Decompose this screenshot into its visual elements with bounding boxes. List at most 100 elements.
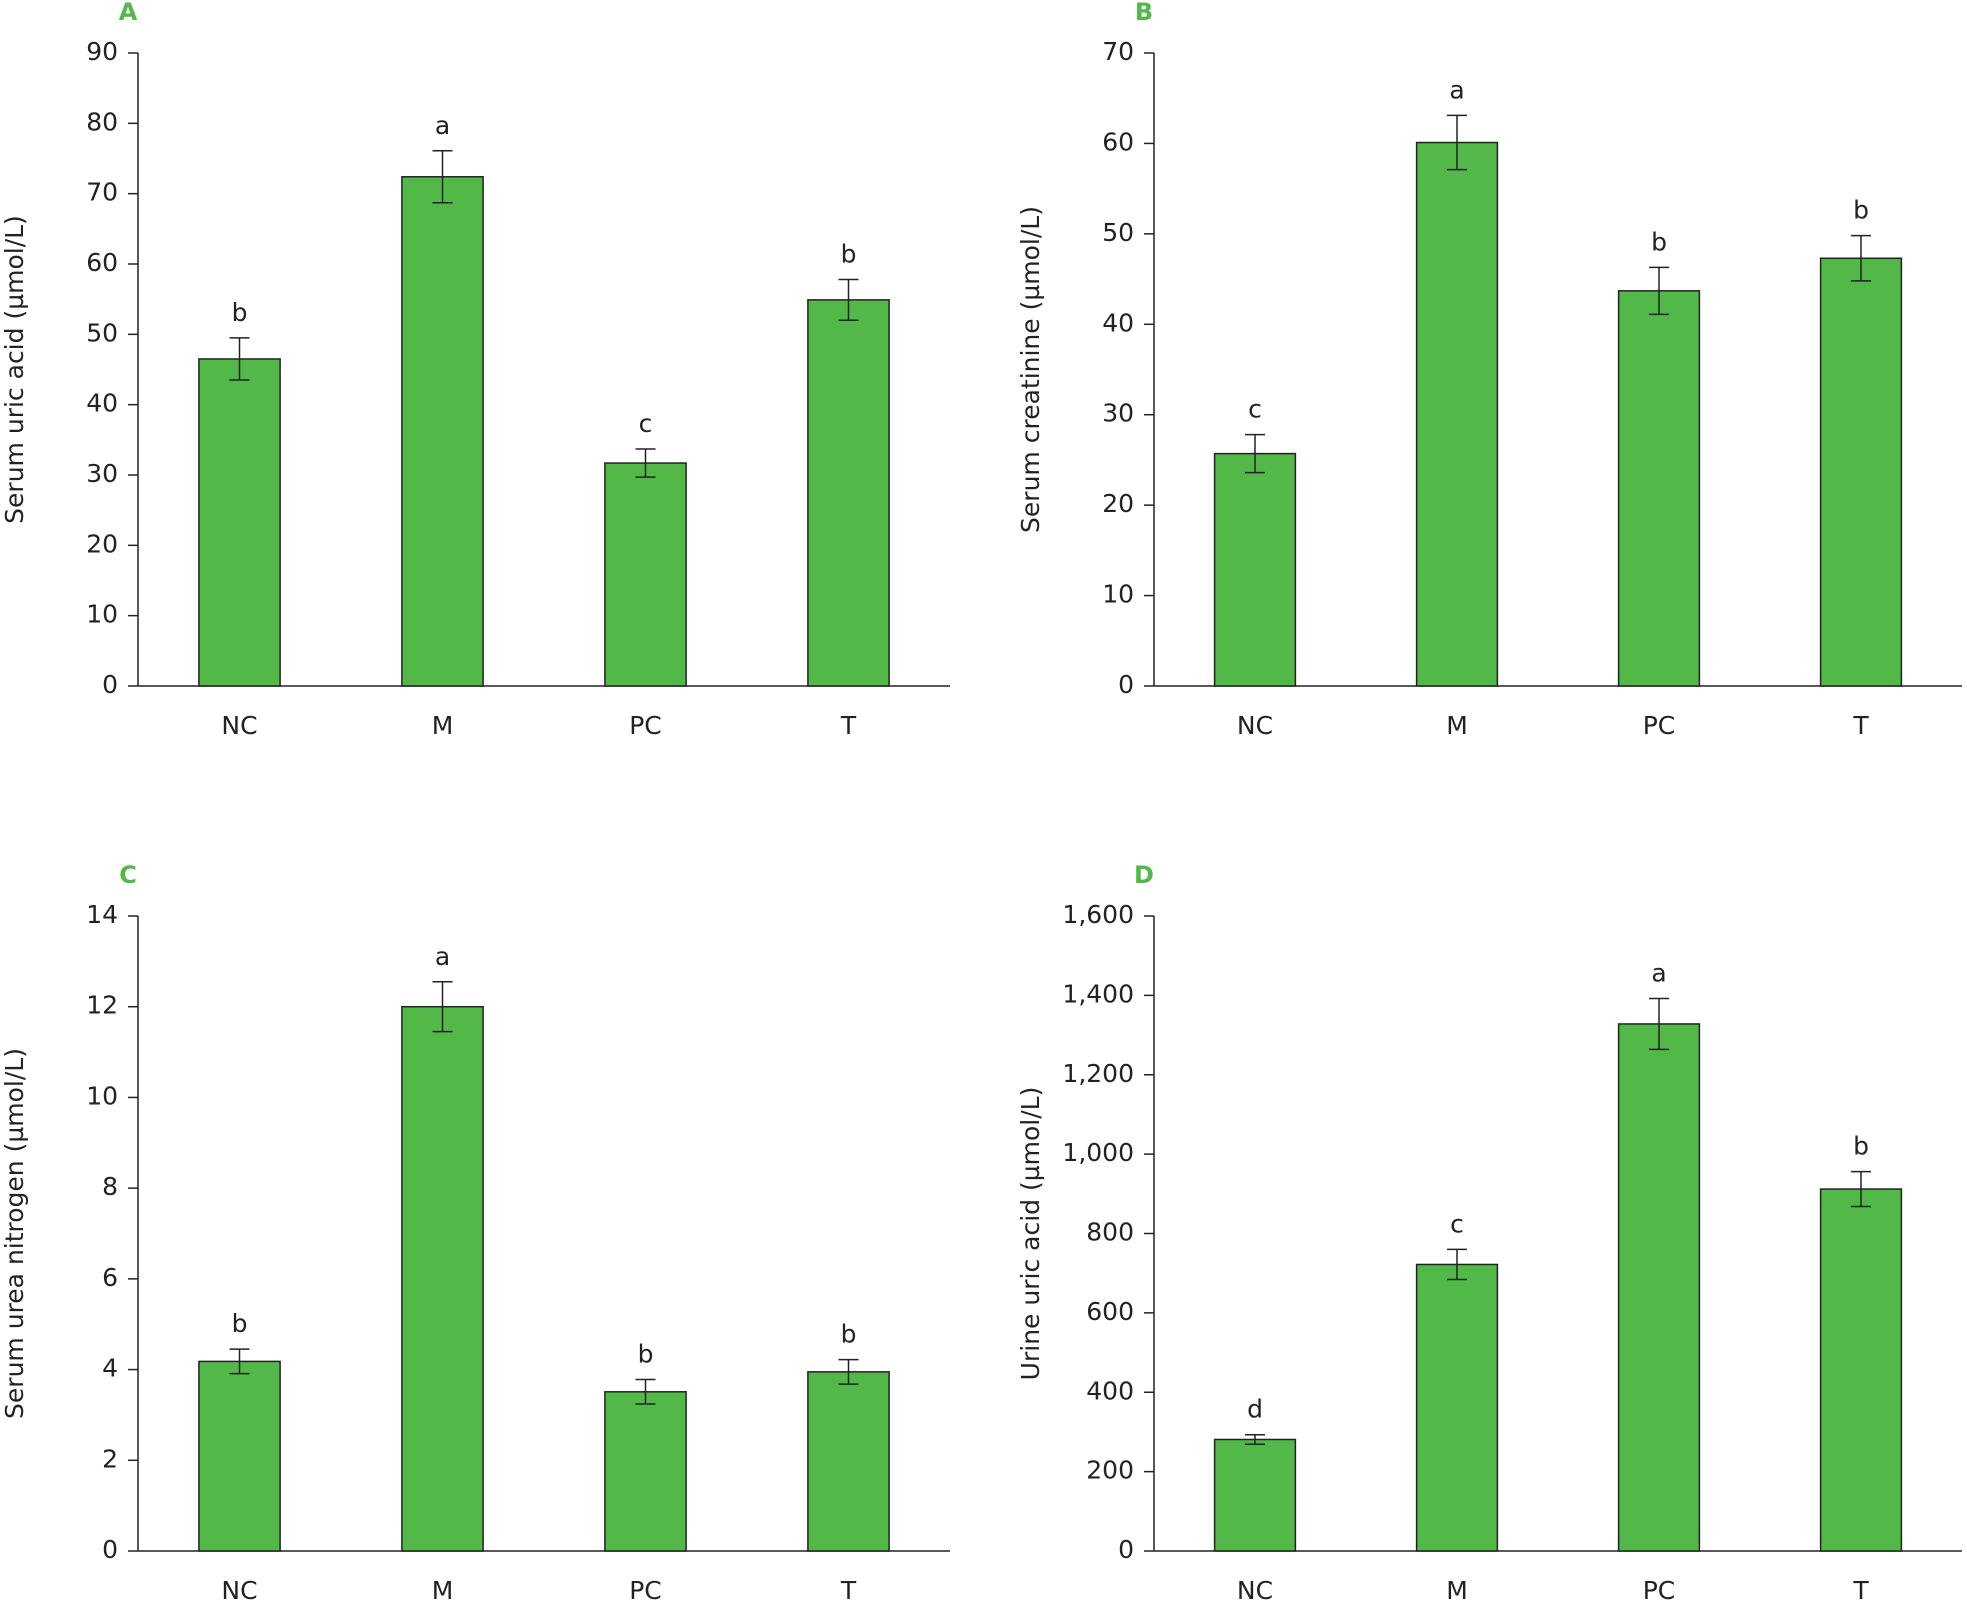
y-axis-title: Serum creatinine (µmol/L): [1016, 206, 1045, 533]
error-bar: [1447, 114, 1467, 171]
significance-letter: a: [1651, 959, 1666, 988]
y-tick-label: 0: [1118, 670, 1134, 699]
error-bar: [838, 1358, 859, 1385]
y-tick-label: 0: [102, 1535, 118, 1564]
error-bar: [432, 150, 453, 204]
bar: [1213, 1438, 1297, 1552]
x-tick-label: NC: [221, 1576, 257, 1602]
y-tick-label: 50: [1102, 218, 1134, 247]
y-tick-label: 20: [86, 529, 118, 558]
significance-letter: a: [435, 942, 450, 971]
significance-letter: a: [435, 111, 450, 140]
panel-label: D: [1134, 861, 1154, 889]
bar: [198, 1360, 281, 1552]
y-tick-label: 60: [86, 248, 118, 277]
significance-letter: a: [1449, 75, 1464, 104]
bar: [1213, 452, 1297, 687]
x-tick-label: M: [432, 711, 454, 740]
x-tick-label: T: [1852, 1576, 1869, 1602]
bar: [401, 176, 484, 687]
x-tick-label: M: [432, 1576, 454, 1602]
bar: [604, 462, 687, 687]
significance-letter: c: [1450, 1209, 1464, 1238]
x-tick-label: PC: [1643, 711, 1676, 740]
bar: [604, 1391, 687, 1552]
y-axis-title: Serum urea nitrogen (µmol/L): [0, 1048, 29, 1419]
bar: [1415, 141, 1499, 687]
bar: [807, 299, 890, 687]
y-tick-label: 14: [86, 900, 118, 929]
y-tick-label: 40: [86, 389, 118, 418]
error-bar: [838, 278, 859, 322]
x-tick-label: NC: [221, 711, 257, 740]
bar: [807, 1371, 890, 1552]
significance-letter: c: [639, 409, 653, 438]
error-bar: [1851, 1170, 1871, 1208]
y-tick-label: 30: [86, 459, 118, 488]
significance-letter: b: [638, 1340, 654, 1369]
error-bar: [635, 448, 656, 478]
error-bar: [1649, 266, 1669, 316]
y-tick-label: 10: [1102, 580, 1134, 609]
y-tick-label: 1,400: [1062, 979, 1134, 1008]
y-tick-label: 70: [86, 178, 118, 207]
error-bar: [1447, 1248, 1467, 1281]
x-tick-label: PC: [629, 711, 662, 740]
significance-letter: b: [1853, 1132, 1869, 1161]
y-tick-label: 80: [86, 107, 118, 136]
bar: [1617, 290, 1701, 687]
x-tick-label: NC: [1237, 711, 1273, 740]
error-bar: [1245, 433, 1265, 474]
y-tick-label: 600: [1086, 1297, 1134, 1326]
y-tick-label: 6: [102, 1263, 118, 1292]
error-bar: [229, 1348, 250, 1375]
significance-letter: d: [1247, 1395, 1263, 1424]
error-bar: [1245, 1433, 1265, 1445]
significance-letter: c: [1248, 395, 1262, 424]
x-tick-label: T: [840, 1576, 857, 1602]
x-tick-label: T: [840, 711, 857, 740]
y-tick-label: 30: [1102, 399, 1134, 428]
error-bar: [229, 337, 250, 381]
y-tick-label: 60: [1102, 127, 1134, 156]
y-tick-label: 1,600: [1062, 900, 1134, 929]
y-axis-title: Urine uric acid (µmol/L): [1016, 1087, 1045, 1381]
y-tick-label: 40: [1102, 308, 1134, 337]
error-bar: [432, 981, 453, 1033]
significance-letter: b: [232, 1309, 248, 1338]
y-tick-label: 70: [1102, 37, 1134, 66]
x-tick-label: PC: [1643, 1576, 1676, 1602]
panel-label: B: [1135, 0, 1153, 26]
x-tick-label: NC: [1237, 1576, 1273, 1602]
error-bar: [635, 1378, 656, 1405]
significance-letter: b: [841, 239, 857, 268]
x-tick-label: M: [1446, 711, 1468, 740]
y-tick-label: 400: [1086, 1376, 1134, 1405]
significance-letter: b: [232, 298, 248, 327]
y-tick-label: 800: [1086, 1218, 1134, 1247]
significance-letter: b: [1853, 196, 1869, 225]
significance-letter: b: [841, 1320, 857, 1349]
x-tick-label: PC: [629, 1576, 662, 1602]
y-tick-label: 1,200: [1062, 1059, 1134, 1088]
bar: [401, 1005, 484, 1552]
significance-letter: b: [1651, 227, 1667, 256]
bar: [1415, 1263, 1499, 1552]
y-tick-label: 50: [86, 318, 118, 347]
bar: [1819, 1188, 1903, 1552]
y-tick-label: 10: [86, 600, 118, 629]
y-tick-label: 4: [102, 1354, 118, 1383]
panel-label: C: [119, 861, 137, 889]
y-tick-label: 90: [86, 37, 118, 66]
y-tick-label: 0: [102, 670, 118, 699]
y-tick-label: 1,000: [1062, 1138, 1134, 1167]
y-tick-label: 0: [1118, 1535, 1134, 1564]
bar: [198, 358, 281, 687]
bar: [1617, 1023, 1701, 1552]
y-axis-title: Serum uric acid (µmol/L): [0, 215, 29, 524]
error-bar: [1649, 997, 1669, 1051]
panel-label: A: [119, 0, 138, 26]
y-tick-label: 12: [86, 991, 118, 1020]
y-tick-label: 2: [102, 1444, 118, 1473]
